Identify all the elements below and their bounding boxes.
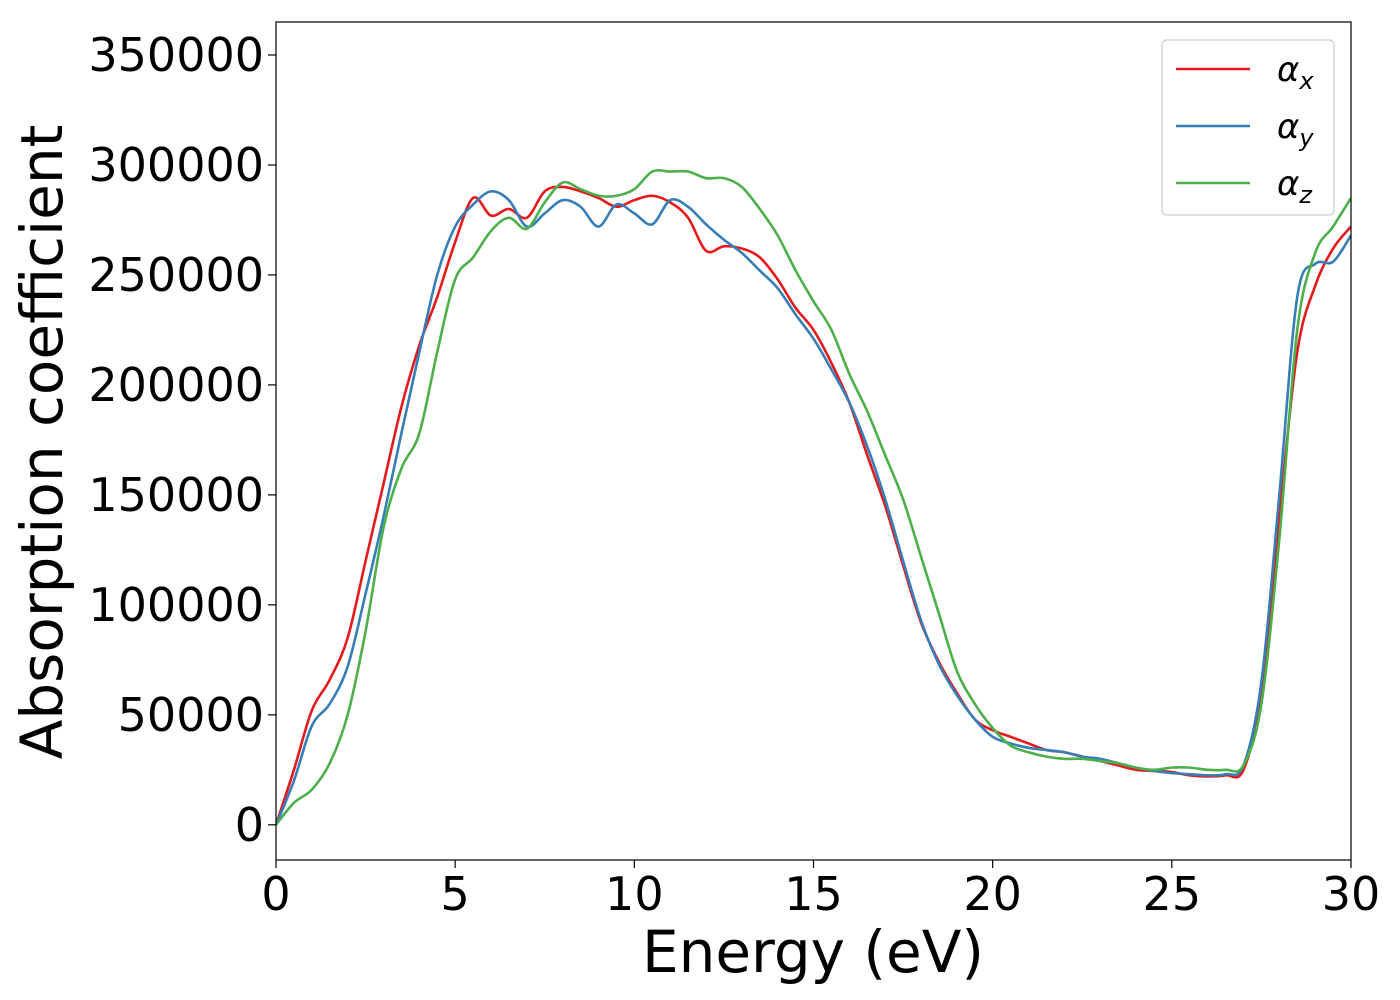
y-tick-label: 300000 — [88, 138, 264, 192]
y-tick-label: 250000 — [88, 248, 264, 302]
y-tick-label: 350000 — [88, 28, 264, 82]
series-line-x — [276, 185, 1351, 826]
y-tick-label: 0 — [235, 798, 264, 852]
x-tick-label: 5 — [441, 867, 470, 921]
series-group — [276, 168, 1351, 826]
legend-box — [1161, 39, 1335, 216]
series-line-z — [276, 168, 1351, 826]
x-tick-label: 0 — [261, 867, 290, 921]
axes-layer: 0 5 10 15 20 25 30 0 50000 100000 150000 200000 2500… — [88, 21, 1381, 921]
x-tick-label: 25 — [1143, 867, 1202, 921]
y-tick-label: 200000 — [88, 358, 264, 412]
x-tick-label: 15 — [784, 867, 843, 921]
y-axis-title: Absorption coefficient — [8, 125, 76, 760]
plot-layer — [276, 168, 1351, 826]
legend: αx αy αz — [1161, 39, 1335, 216]
y-tick-label: 100000 — [88, 578, 264, 632]
y-tick-label: 50000 — [118, 688, 264, 742]
y-tick-label: 150000 — [88, 468, 264, 522]
legend-label-x: αx — [1277, 50, 1314, 95]
legend-label-y: αy — [1277, 107, 1314, 152]
legend-label-z: αz — [1277, 164, 1313, 209]
x-tick-label: 20 — [963, 867, 1022, 921]
series-line-y — [276, 189, 1351, 826]
x-tick-label: 30 — [1322, 867, 1381, 921]
x-axis-title: Energy (eV) — [642, 918, 984, 986]
x-tick-label: 10 — [605, 867, 664, 921]
